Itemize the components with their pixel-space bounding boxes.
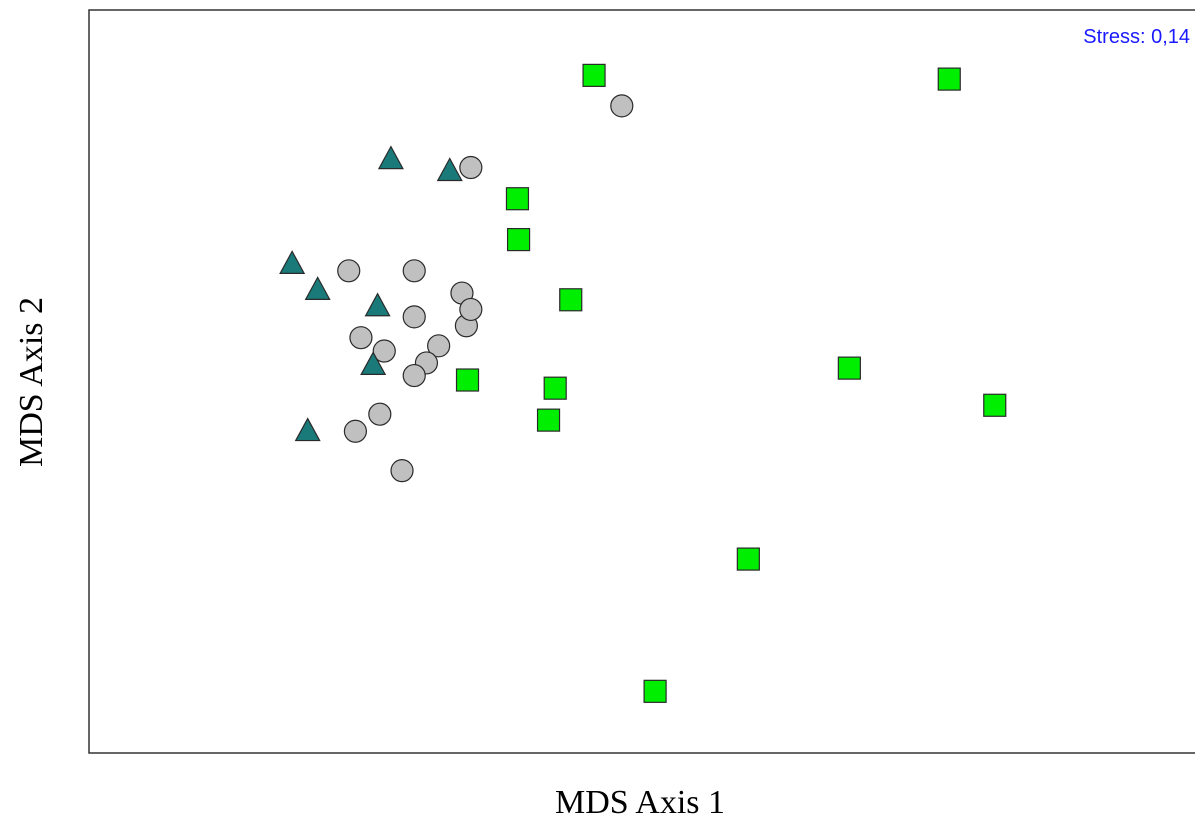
point-square-1 — [582, 63, 606, 87]
point-circle-13 — [402, 363, 426, 388]
point-circle-3 — [337, 259, 361, 283]
point-triangle-4 — [304, 276, 331, 300]
point-circle-11 — [427, 334, 451, 358]
point-circle-14 — [368, 402, 392, 426]
point-square-5 — [559, 288, 583, 312]
point-square-2 — [937, 67, 961, 91]
point-triangle-3 — [279, 250, 306, 274]
point-square-8 — [543, 376, 567, 400]
plot-area-frame — [88, 9, 1195, 754]
point-circle-2 — [459, 155, 483, 180]
stress-annotation: Stress: 0,14 — [1083, 26, 1190, 48]
point-circle-9 — [349, 326, 373, 350]
point-square-11 — [736, 547, 760, 571]
point-triangle-5 — [364, 292, 391, 317]
x-axis-label: MDS Axis 1 — [555, 784, 725, 821]
point-square-7 — [455, 368, 480, 392]
point-triangle-6 — [360, 351, 387, 376]
y-axis-label: MDS Axis 2 — [13, 297, 50, 467]
point-circle-4 — [402, 259, 426, 283]
point-square-3 — [505, 187, 530, 211]
point-circle-7 — [402, 305, 426, 329]
point-square-12 — [643, 679, 667, 703]
point-circle-8 — [459, 297, 483, 322]
point-circle-1 — [610, 94, 634, 118]
data-points — [279, 63, 1007, 703]
point-circle-15 — [343, 419, 367, 443]
point-square-10 — [983, 393, 1007, 417]
point-square-6 — [837, 356, 861, 380]
point-circle-10 — [372, 339, 396, 363]
point-square-4 — [506, 227, 531, 252]
point-circle-16 — [390, 459, 414, 483]
point-triangle-7 — [294, 417, 321, 442]
point-triangle-2 — [436, 157, 463, 182]
point-triangle-1 — [377, 145, 404, 170]
point-square-9 — [536, 408, 561, 432]
